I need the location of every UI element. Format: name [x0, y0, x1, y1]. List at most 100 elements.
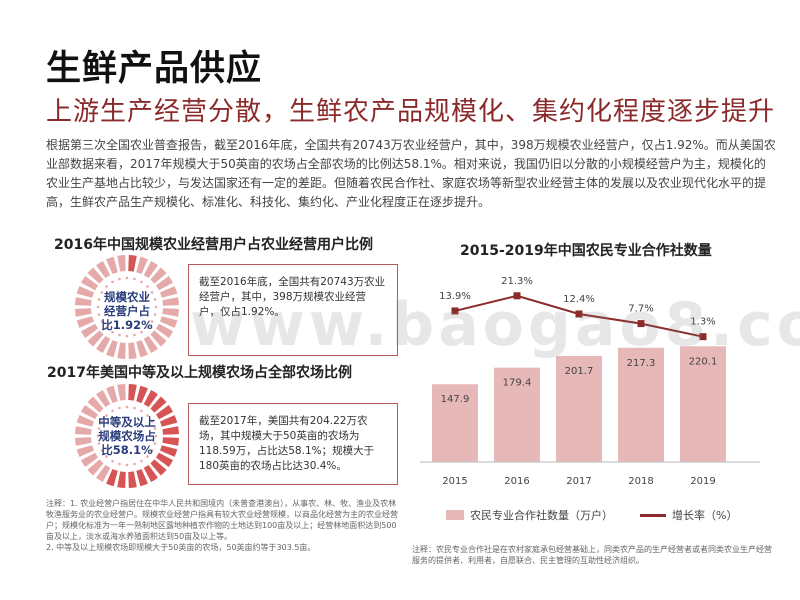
china-ring-segment	[117, 255, 126, 272]
us-ring-dot	[105, 455, 108, 458]
us-ring-dot	[118, 406, 121, 410]
us-ring-segment	[155, 452, 174, 467]
china-ring-segment	[76, 286, 95, 298]
us-panel-title: 2017年美国中等及以上规模农场占全部农场比例	[47, 365, 352, 381]
china-ring-dot	[150, 291, 154, 294]
china-ring-segment	[87, 330, 104, 347]
x-tick-2017: 2017	[566, 476, 591, 487]
us-ring-dot	[97, 442, 101, 445]
growth-rate-point-2019	[699, 333, 707, 341]
us-ring-segment	[162, 437, 179, 446]
china-ring-dot	[140, 280, 143, 284]
us-ring-segment	[159, 415, 178, 427]
us-ring-segment	[150, 396, 167, 413]
growth-rate-point-2016	[513, 292, 521, 300]
china-ring-dot	[154, 305, 158, 309]
china-ring-segment	[159, 316, 178, 328]
us-ring-segment	[75, 437, 92, 446]
us-ring-segment	[75, 426, 92, 435]
us-ring-segment	[87, 459, 104, 476]
growth-rate-label-2015: 13.9%	[439, 291, 471, 302]
us-ring-dot	[153, 427, 157, 430]
us-ring-dot	[111, 459, 114, 463]
china-ring-segment	[75, 308, 92, 317]
bar-2017	[556, 355, 602, 462]
china-ring-segment	[159, 286, 178, 298]
china-share-ring	[75, 255, 179, 359]
us-note-box: 截至2017年，美国共有204.22万农场，其中规模大于50英亩的农场为118.…	[188, 403, 398, 485]
us-ring-dot	[97, 427, 101, 430]
growth-rate-label-2016: 21.3%	[501, 276, 533, 287]
us-ring-label-line1: 中等及以上	[98, 415, 156, 429]
page-subtitle: 上游生产经营分散，生鲜农产品规模化、集约化程度逐步提升	[46, 97, 776, 127]
us-ring-segment	[143, 464, 158, 483]
growth-rate-point-2018	[637, 320, 645, 328]
china-ring-dot	[100, 291, 104, 294]
china-ring-segment	[75, 297, 92, 306]
legend-line: 增长率（%）	[640, 507, 737, 523]
china-ring-label-line1: 规模农业	[104, 290, 150, 304]
china-ring-segment	[143, 335, 158, 354]
bar-2015	[432, 384, 478, 462]
us-ring-dot	[96, 434, 100, 438]
us-ring-dot	[111, 409, 114, 413]
us-ring-dot	[146, 455, 149, 458]
china-ring-segment	[117, 342, 126, 359]
us-ring-segment	[76, 445, 95, 457]
us-ring-segment	[106, 468, 118, 487]
china-ring-label-line2: 经营户占	[104, 304, 150, 318]
us-ring-segment	[128, 384, 137, 401]
us-ring-dot	[140, 459, 143, 463]
page-title: 生鲜产品供应	[46, 49, 263, 89]
x-tick-2015: 2015	[442, 476, 467, 487]
bar-2018	[618, 347, 664, 462]
china-ring-dot	[100, 320, 104, 323]
us-ring-dot	[153, 442, 157, 445]
china-ring-dot	[111, 280, 114, 284]
china-ring-dot	[97, 313, 101, 316]
legend-bars: 农民专业合作社数量（万户）	[446, 507, 613, 523]
growth-rate-label-2018: 7.7%	[628, 304, 653, 315]
us-ring-dot	[154, 434, 158, 438]
us-ring-segment	[96, 464, 111, 483]
us-ring-segment	[80, 405, 99, 420]
china-ring-dot	[140, 330, 143, 334]
china-ring-segment	[76, 316, 95, 328]
us-ring-segment	[87, 396, 104, 413]
china-ring-dot	[133, 333, 136, 337]
china-ring-dot	[111, 330, 114, 334]
us-ring-dot	[133, 406, 136, 410]
us-ring-dot	[140, 409, 143, 413]
legend-bars-label: 农民专业合作社数量（万户）	[470, 509, 613, 522]
china-ring-segment	[87, 267, 104, 284]
china-ring-segment	[96, 335, 111, 354]
us-ring-segment	[136, 385, 148, 404]
china-ring-segment	[106, 339, 118, 358]
us-ring-label-line3: 比58.1%	[101, 443, 153, 457]
right-footnote: 注释：农民专业合作社是在农村家庭承包经营基础上，同类农产品的生产经营者或者同类农…	[412, 545, 772, 565]
china-ring-segment	[162, 308, 179, 317]
x-tick-2018: 2018	[628, 476, 653, 487]
china-ring-label-line3: 比1.92%	[101, 318, 153, 332]
us-share-ring	[75, 384, 179, 488]
china-ring-label: 规模农业 经营户占 比1.92%	[71, 290, 183, 332]
china-panel-title: 2016年中国规模农业经营用户占农业经营用户比例	[54, 237, 373, 253]
us-ring-dot	[125, 463, 129, 467]
bar-value-label-2015: 147.9	[441, 394, 470, 405]
china-ring-segment	[80, 276, 99, 291]
us-ring-dot	[133, 462, 136, 466]
china-ring-segment	[106, 256, 118, 275]
chart-title: 2015-2019年中国农民专业合作社数量	[460, 243, 712, 259]
china-ring-segment	[128, 342, 137, 359]
china-ring-dot	[146, 285, 149, 288]
us-ring-dot	[146, 414, 149, 417]
china-ring-dot	[96, 305, 100, 309]
us-ring-label-line2: 规模农场占	[98, 429, 156, 443]
growth-rate-point-2015	[451, 307, 459, 315]
left-footnote: 注释：1. 农业经营户指居住在中华人民共和国境内（未普查港澳台），从事农、林、牧…	[46, 499, 398, 552]
bar-value-label-2017: 201.7	[565, 366, 594, 377]
china-ring-segment	[150, 267, 167, 284]
us-ring-dot	[125, 405, 129, 409]
us-ring-dot	[118, 462, 121, 466]
china-ring-segment	[136, 339, 148, 358]
